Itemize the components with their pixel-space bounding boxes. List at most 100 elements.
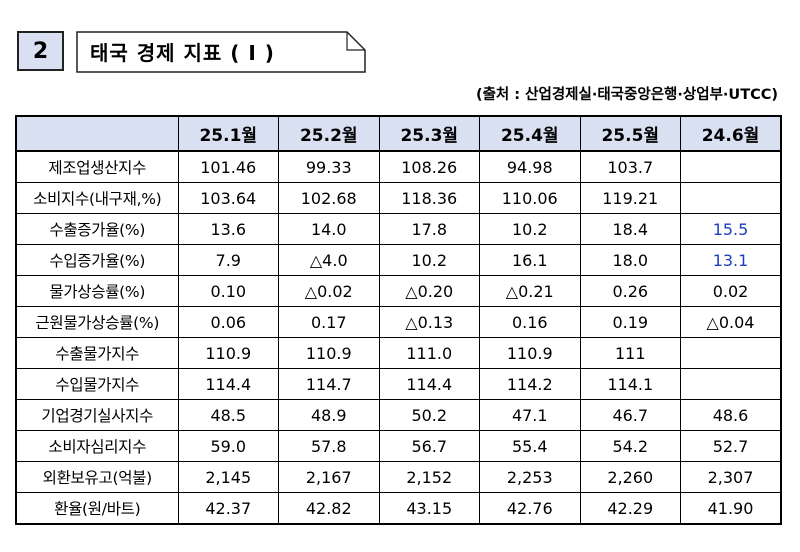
section-title: 태국 경제 지표 ( I ) [90,40,275,65]
table-cell: 43.15 [378,492,480,525]
table-cell: 114.7 [278,368,380,400]
row-label: 수입물가지수 [15,368,179,400]
row-label: 기업경기실사지수 [15,399,179,431]
table-cell: 15.5 [680,213,782,245]
table-cell: 2,307 [680,461,782,493]
table-cell: 48.5 [177,399,279,431]
table-cell: 48.9 [278,399,380,431]
table-cell: 119.21 [579,182,681,214]
row-label: 소비지수(내구재,%) [15,182,179,214]
table-cell: 2,260 [579,461,681,493]
table-cell: 114.2 [479,368,581,400]
table-cell: 42.29 [579,492,681,525]
row-label: 수출물가지수 [15,337,179,369]
header-corner [15,115,179,152]
table-cell: 0.26 [579,275,681,307]
table-cell: 114.1 [579,368,681,400]
table-cell: 110.06 [479,182,581,214]
table-cell: 0.16 [479,306,581,338]
table-cell: 114.4 [378,368,480,400]
table-row: 기업경기실사지수 48.5 48.9 50.2 47.1 46.7 48.6 [15,399,782,431]
table-row: 소비지수(내구재,%) 103.64 102.68 118.36 110.06 119.2… [15,182,782,214]
table-cell: 114.4 [177,368,279,400]
table-cell: 2,152 [378,461,480,493]
table-cell [680,337,782,369]
table-cell: 101.46 [177,150,279,183]
row-label: 수출증가율(%) [15,213,179,245]
table-row: 수입증가율(%) 7.9 △4.0 10.2 16.1 18.0 13.1 [15,244,782,276]
column-header: 25.4월 [479,115,581,152]
table-cell: △0.21 [479,275,581,307]
row-label: 근원물가상승률(%) [15,306,179,338]
row-label: 환율(원/바트) [15,492,179,525]
section-number: 2 [17,31,64,71]
column-header: 25.1월 [177,115,279,152]
table-cell: 110.9 [479,337,581,369]
table-cell: 54.2 [579,430,681,462]
table-cell: 118.36 [378,182,480,214]
table-cell [680,368,782,400]
table-cell: 111.0 [378,337,480,369]
section-title-box: 태국 경제 지표 ( I ) [76,31,366,73]
column-header: 25.3월 [378,115,480,152]
table-cell: △0.02 [278,275,380,307]
table-cell: 48.6 [680,399,782,431]
thailand-economic-indicators-table: 25.1월 25.2월 25.3월 25.4월 25.5월 24.6월 제조업생… [15,115,782,525]
table-cell: 42.82 [278,492,380,525]
source-note: (출처 : 산업경제실·태국중앙은행·상업부·UTCC) [475,87,778,103]
table-row: 제조업생산지수 101.46 99.33 108.26 94.98 103.7 [15,150,782,183]
table-row: 소비자심리지수 59.0 57.8 56.7 55.4 54.2 52.7 [15,430,782,462]
table-row: 환율(원/바트) 42.37 42.82 43.15 42.76 42.29 41.90 [15,492,782,525]
table-cell: △4.0 [278,244,380,276]
table-cell: △0.20 [378,275,480,307]
column-header: 24.6월 [680,115,782,152]
table-cell: △0.13 [378,306,480,338]
table-cell: 50.2 [378,399,480,431]
table-cell: 2,145 [177,461,279,493]
table-cell: 2,167 [278,461,380,493]
table-cell: 42.37 [177,492,279,525]
row-label: 물가상승률(%) [15,275,179,307]
table-row: 수입물가지수 114.4 114.7 114.4 114.2 114.1 [15,368,782,400]
table-row: 근원물가상승률(%) 0.06 0.17 △0.13 0.16 0.19 △0.04 [15,306,782,338]
table-cell: 94.98 [479,150,581,183]
table-cell: 110.9 [278,337,380,369]
table-cell [680,150,782,183]
table-cell: 7.9 [177,244,279,276]
table-cell: 42.76 [479,492,581,525]
row-label: 수입증가율(%) [15,244,179,276]
table-cell: 47.1 [479,399,581,431]
table-cell: 41.90 [680,492,782,525]
table-row: 물가상승률(%) 0.10 △0.02 △0.20 △0.21 0.26 0.02 [15,275,782,307]
table-cell: 56.7 [378,430,480,462]
table-cell: 10.2 [378,244,480,276]
table-cell: 99.33 [278,150,380,183]
table-cell: 10.2 [479,213,581,245]
table-cell: 55.4 [479,430,581,462]
row-label: 제조업생산지수 [15,150,179,183]
title-frame-shape [76,31,366,73]
table-cell: 111 [579,337,681,369]
table-cell: 0.10 [177,275,279,307]
table-cell: 13.6 [177,213,279,245]
table-cell: 103.64 [177,182,279,214]
table-cell: 0.19 [579,306,681,338]
column-header: 25.2월 [278,115,380,152]
table-cell: 0.06 [177,306,279,338]
table-cell: 59.0 [177,430,279,462]
table-cell: 17.8 [378,213,480,245]
table-row: 외환보유고(억불) 2,145 2,167 2,152 2,253 2,260 2,307 [15,461,782,493]
table-cell: 110.9 [177,337,279,369]
table-cell: 46.7 [579,399,681,431]
table-cell: 0.02 [680,275,782,307]
table-cell: 103.7 [579,150,681,183]
table-cell: 16.1 [479,244,581,276]
table-cell: 52.7 [680,430,782,462]
table-cell: 18.0 [579,244,681,276]
table-cell: △0.04 [680,306,782,338]
table-cell: 108.26 [378,150,480,183]
table-cell: 2,253 [479,461,581,493]
table-cell: 14.0 [278,213,380,245]
table-cell: 57.8 [278,430,380,462]
table-row: 수출물가지수 110.9 110.9 111.0 110.9 111 [15,337,782,369]
